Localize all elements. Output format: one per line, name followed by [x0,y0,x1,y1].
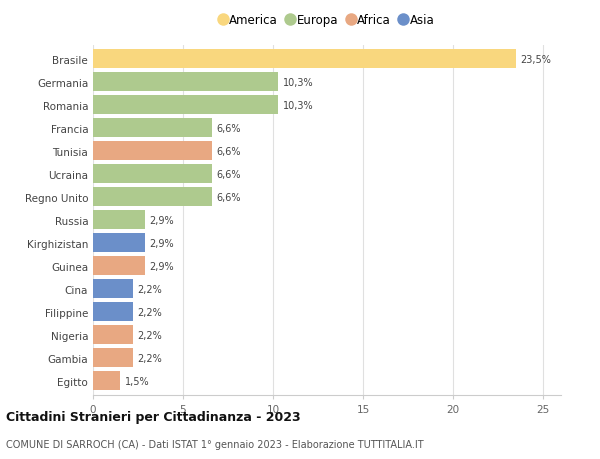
Text: 2,9%: 2,9% [150,238,175,248]
Legend: America, Europa, Africa, Asia: America, Europa, Africa, Asia [217,11,437,29]
Bar [93,303,133,321]
Text: 2,2%: 2,2% [137,353,162,363]
Text: 10,3%: 10,3% [283,78,314,88]
Text: 2,9%: 2,9% [150,261,175,271]
Bar [93,280,133,298]
Text: 6,6%: 6,6% [217,192,241,202]
Text: 23,5%: 23,5% [521,55,551,65]
Bar [93,326,133,344]
Text: 2,2%: 2,2% [137,307,162,317]
Text: 10,3%: 10,3% [283,101,314,111]
Bar [93,142,212,161]
Text: 2,2%: 2,2% [137,330,162,340]
Bar [93,349,133,367]
Bar [93,211,145,230]
Bar [93,119,212,138]
Text: 2,2%: 2,2% [137,284,162,294]
Bar [93,234,145,252]
Bar [93,73,278,92]
Text: 2,9%: 2,9% [150,215,175,225]
Text: Cittadini Stranieri per Cittadinanza - 2023: Cittadini Stranieri per Cittadinanza - 2… [6,410,301,423]
Text: 6,6%: 6,6% [217,146,241,157]
Bar [93,165,212,184]
Text: COMUNE DI SARROCH (CA) - Dati ISTAT 1° gennaio 2023 - Elaborazione TUTTITALIA.IT: COMUNE DI SARROCH (CA) - Dati ISTAT 1° g… [6,440,424,449]
Bar [93,372,120,390]
Text: 1,5%: 1,5% [125,376,149,386]
Bar [93,257,145,275]
Bar [93,50,516,69]
Bar [93,96,278,115]
Text: 6,6%: 6,6% [217,123,241,134]
Bar [93,188,212,207]
Text: 6,6%: 6,6% [217,169,241,179]
